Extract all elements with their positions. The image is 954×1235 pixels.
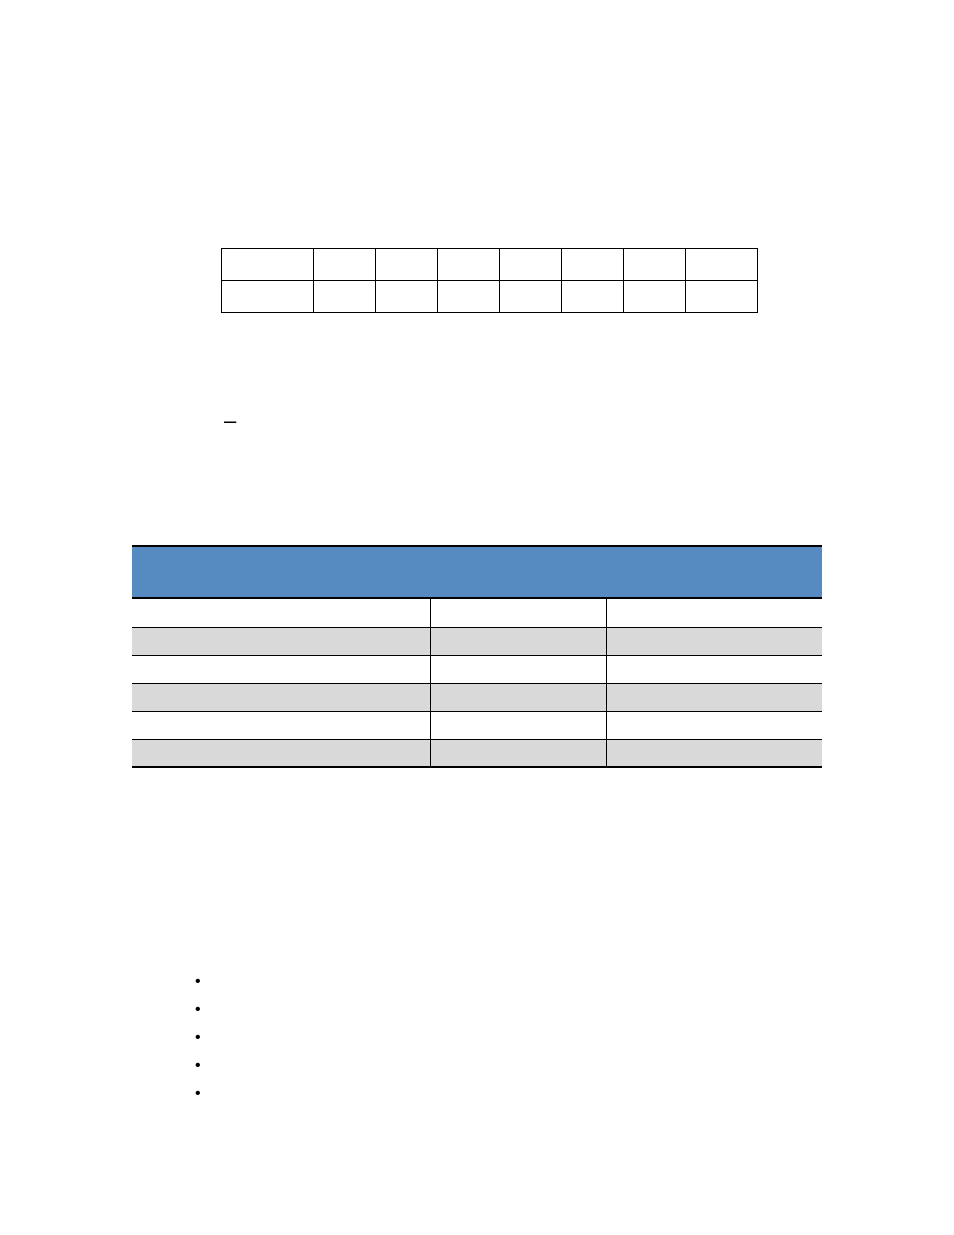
table-row <box>222 249 758 281</box>
cell <box>314 281 376 313</box>
cell <box>314 249 376 281</box>
list-item <box>195 996 213 1024</box>
table-row <box>132 599 822 627</box>
cell <box>606 599 822 627</box>
cell <box>686 249 758 281</box>
bullet-list <box>195 968 213 1108</box>
cell <box>376 249 438 281</box>
cell <box>438 281 500 313</box>
cell <box>222 281 314 313</box>
cell <box>376 281 438 313</box>
table-1 <box>221 248 758 313</box>
cell <box>562 249 624 281</box>
cell <box>430 683 606 711</box>
cell <box>500 249 562 281</box>
cell <box>606 655 822 683</box>
table-row <box>222 281 758 313</box>
cell <box>430 627 606 655</box>
table-row <box>132 711 822 739</box>
table-row <box>132 627 822 655</box>
cell <box>562 281 624 313</box>
list-item <box>195 1080 213 1108</box>
cell <box>222 249 314 281</box>
cell <box>430 711 606 739</box>
cell <box>132 711 430 739</box>
cell <box>132 627 430 655</box>
cell <box>606 711 822 739</box>
cell <box>606 683 822 711</box>
cell <box>430 655 606 683</box>
list-item <box>195 1024 213 1052</box>
cell <box>624 249 686 281</box>
cell <box>624 281 686 313</box>
cell <box>132 739 430 767</box>
table-2-body <box>132 599 822 768</box>
cell <box>686 281 758 313</box>
table-row <box>132 655 822 683</box>
cell <box>606 627 822 655</box>
list-item <box>195 968 213 996</box>
cell <box>132 655 430 683</box>
cell <box>132 599 430 627</box>
cell <box>430 599 606 627</box>
cell <box>500 281 562 313</box>
page: – <box>0 0 954 1235</box>
cell <box>132 683 430 711</box>
cell <box>606 739 822 767</box>
table-row <box>132 683 822 711</box>
table-2-header <box>132 545 822 599</box>
list-item <box>195 1052 213 1080</box>
cell <box>430 739 606 767</box>
dash-glyph: – <box>224 408 236 434</box>
cell <box>438 249 500 281</box>
table-row <box>132 739 822 767</box>
table-2 <box>132 545 822 768</box>
